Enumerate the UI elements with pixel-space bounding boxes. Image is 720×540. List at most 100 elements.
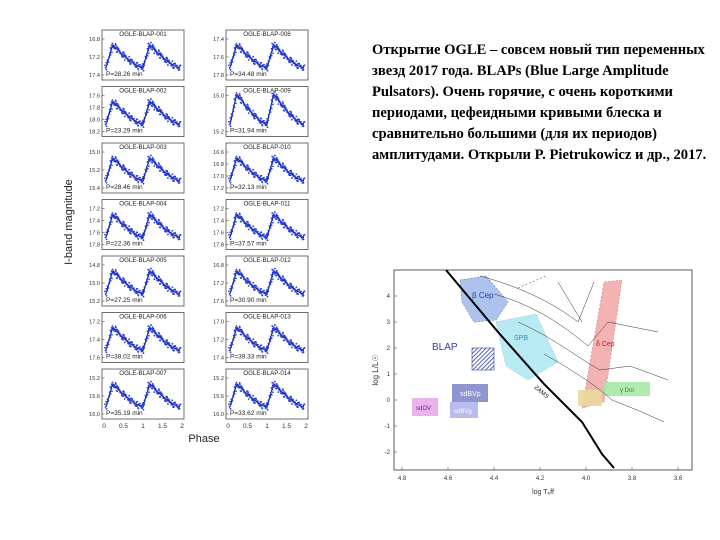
panel-star-name: OGLE-BLAP-003	[119, 144, 167, 151]
panel-y-tick: 18.0	[89, 118, 100, 124]
zams-line	[445, 269, 615, 469]
panel-y-tick: 17.8	[213, 73, 224, 79]
light-curve-panel: OGLE-BLAP-001 P=28.26 min 16.8 17.2 17.4	[89, 29, 185, 81]
blap-region	[471, 347, 495, 371]
light-curve-panel: OGLE-BLAP-002 P=23.29 min 17.6 17.8 18.0 18.2	[89, 86, 185, 137]
panel-y-tick: 17.4	[89, 338, 100, 344]
panel-y-tick: 17.4	[213, 219, 224, 225]
light-curve-panel: OGLE-BLAP-004 P=22.36 min 17.2 17.4 17.6 17.8	[89, 199, 185, 250]
light-curve-line	[229, 383, 305, 408]
light-curve-line	[105, 326, 181, 352]
panel-y-tick: 15.2	[213, 376, 224, 382]
panel-y-tick: 17.6	[213, 55, 224, 61]
light-curves-y-label: I-band magnitude	[63, 179, 75, 265]
delta-cep-label: δ Cep	[596, 341, 615, 348]
panel-y-tick: 15.0	[213, 94, 224, 100]
panel-y-tick: 16.8	[89, 37, 100, 43]
light-curve-panel: OGLE-BLAP-005 P=27.25 min 14.8 15.0 15.2	[89, 255, 185, 307]
panel-period: P=22.36 min	[106, 241, 143, 248]
panel-period: P=33.62 min	[230, 410, 267, 417]
evolution-track	[517, 275, 547, 289]
hr-x-tick: 4.8	[398, 476, 407, 482]
hr-y-tick: 4	[387, 294, 391, 300]
light-curve-panel: OGLE-BLAP-003 P=28.46 min 15.0 15.2 15.4	[89, 142, 185, 194]
panel-y-tick: 17.4	[89, 219, 100, 225]
caption-text: Открытие OGLE – совсем новый тип перемен…	[372, 42, 707, 163]
sdbv-p-region	[452, 384, 488, 402]
light-curve-panel: OGLE-BLAP-014 P=33.62 min 15.2 15.6 16.0	[213, 368, 309, 420]
light-curve-line	[105, 157, 181, 182]
panel-y-tick: 17.0	[213, 320, 224, 326]
panel-y-tick: 16.6	[213, 150, 224, 156]
panel-star-name: OGLE-BLAP-001	[119, 31, 167, 38]
hr-x-tick: 4.6	[444, 476, 453, 482]
panel-star-name: OGLE-BLAP-014	[243, 370, 291, 377]
delta-cep-strip	[581, 279, 623, 409]
panel-y-tick: 17.4	[89, 73, 100, 79]
sdbv-p-label: sdBVp	[460, 391, 481, 398]
panel-period: P=37.57 min	[230, 241, 267, 248]
panel-star-name: OGLE-BLAP-002	[119, 88, 167, 95]
panel-y-tick: 15.4	[89, 186, 100, 192]
panel-y-tick: 15.2	[89, 299, 100, 305]
panel-y-tick: 17.2	[89, 55, 100, 61]
light-curve-x-tick: 1	[141, 423, 145, 430]
light-curve-panel: OGLE-BLAP-008 P=34.48 min 17.4 17.6 17.8	[213, 29, 309, 81]
hr-x-ticks: 4.8 4.6 4.4 4.2 4.0 3.8 3.6	[398, 467, 683, 482]
hr-diagram-frame	[393, 269, 693, 471]
panel-period: P=30.90 min	[230, 297, 267, 304]
panel-y-tick: 15.2	[89, 376, 100, 382]
panel-y-tick: 15.0	[89, 150, 100, 156]
hr-y-tick: -1	[385, 424, 391, 430]
hr-x-tick: 4.4	[490, 476, 499, 482]
hr-diagram-figure: 4 3 2 1 0 -1 -2 4.8 4.6 4.4 4.2 4.0 3.8 3.6 log L/L☉…	[371, 269, 693, 496]
hr-y-tick: 3	[387, 320, 391, 326]
panel-period: P=34.48 min	[230, 71, 267, 78]
sdov-region	[412, 398, 438, 416]
panel-star-name: OGLE-BLAP-007	[119, 370, 167, 377]
light-curve-line	[229, 213, 305, 239]
panel-y-tick: 15.2	[213, 130, 224, 136]
light-curves-x-ticks: 0 0.5 1 1.5 2 0 0.5 1 1.5 2	[102, 423, 308, 430]
spb-region	[495, 313, 559, 381]
sdov-label: sdOV	[416, 406, 431, 412]
panel-period: P=23.29 min	[106, 128, 143, 135]
panel-y-tick: 16.8	[213, 263, 224, 269]
evolution-track	[557, 281, 583, 323]
panel-y-tick: 15.2	[89, 168, 100, 174]
panel-y-tick: 17.8	[89, 243, 100, 249]
gamma-dor-region	[578, 390, 602, 406]
gamma-dor-label: γ Dor	[620, 388, 634, 394]
sdbv-g-region	[450, 402, 478, 418]
panel-period: P=35.19 min	[106, 410, 143, 417]
light-curve-x-tick: 1.5	[282, 423, 291, 430]
hr-y-label: log L/L☉	[371, 354, 380, 385]
panel-y-tick: 17.2	[213, 186, 224, 192]
light-curve-x-tick: 1	[265, 423, 269, 430]
light-curve-panel: OGLE-BLAP-013 P=39.33 min 17.0 17.2 17.4	[213, 312, 309, 363]
light-curve-line	[229, 44, 305, 69]
hr-x-tick: 3.8	[628, 476, 637, 482]
panel-y-tick: 16.8	[213, 162, 224, 168]
light-curve-panel: OGLE-BLAP-006 P=38.02 min 17.2 17.4 17.6	[89, 312, 185, 363]
light-curve-line	[105, 100, 181, 126]
hr-x-tick: 4.0	[582, 476, 591, 482]
light-curve-panel: OGLE-BLAP-011 P=37.57 min 17.2 17.4 17.6 17.8	[213, 199, 309, 250]
hr-x-label: log Tₑff	[532, 489, 554, 496]
panel-y-tick: 17.0	[213, 174, 224, 180]
light-curve-line	[105, 44, 181, 69]
panel-period: P=32.13 min	[230, 184, 267, 191]
panel-y-tick: 17.2	[89, 207, 100, 213]
panel-y-tick: 17.6	[89, 94, 100, 100]
panel-star-name: OGLE-BLAP-010	[243, 144, 291, 151]
panel-y-tick: 15.0	[89, 281, 100, 287]
panel-y-tick: 16.0	[213, 412, 224, 418]
evolution-track	[517, 321, 669, 381]
sdbv-g-label: sdBVg	[454, 409, 472, 415]
panel-y-tick: 17.8	[213, 243, 224, 249]
panel-y-tick: 17.2	[89, 320, 100, 326]
panel-star-name: OGLE-BLAP-008	[243, 31, 291, 38]
hr-y-tick: 2	[387, 346, 391, 352]
light-curve-panel: OGLE-BLAP-012 P=30.90 min 16.8 17.2 17.6	[213, 255, 309, 307]
